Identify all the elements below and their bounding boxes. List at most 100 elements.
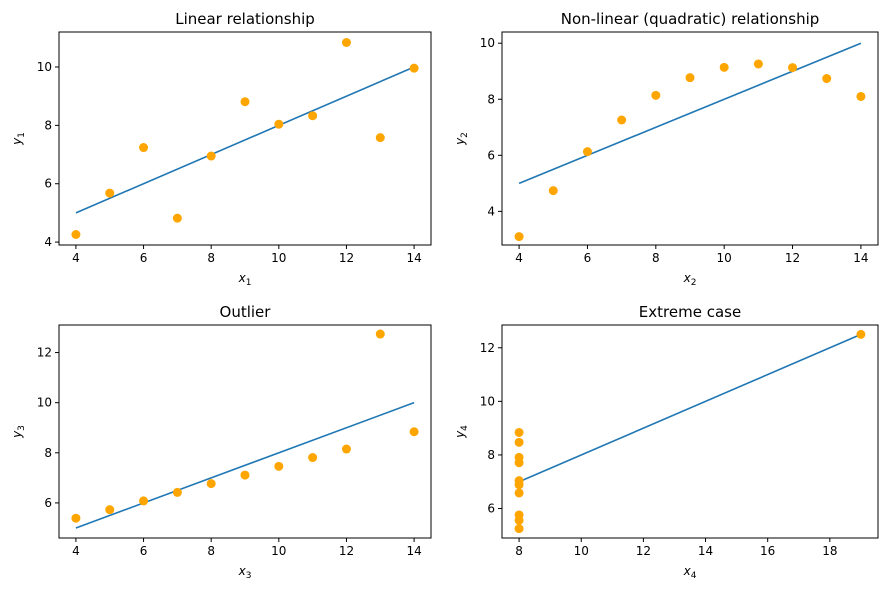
x-tick-label: 4 bbox=[515, 251, 523, 265]
data-point bbox=[206, 151, 216, 161]
y-tick-label: 10 bbox=[37, 396, 52, 410]
y-tick-label: 12 bbox=[37, 346, 52, 360]
data-point bbox=[409, 63, 419, 73]
axes-frame bbox=[58, 324, 432, 539]
y-tick-label: 8 bbox=[487, 92, 495, 106]
x-tick-label: 10 bbox=[271, 544, 286, 558]
data-point bbox=[71, 229, 81, 239]
x-tick-label: 16 bbox=[760, 544, 775, 558]
x-axis-label-base: x bbox=[683, 564, 692, 578]
data-point bbox=[514, 232, 524, 242]
y-tick-label: 10 bbox=[37, 60, 52, 74]
data-point bbox=[375, 329, 385, 339]
data-point bbox=[685, 73, 695, 83]
x-tick-label: 12 bbox=[339, 544, 354, 558]
x-tick-label: 4 bbox=[72, 251, 80, 265]
y-tick-label: 6 bbox=[44, 496, 52, 510]
y-axis-label: y1 bbox=[10, 132, 27, 146]
data-point bbox=[514, 524, 524, 534]
data-point bbox=[514, 488, 524, 498]
data-point bbox=[308, 111, 318, 121]
data-point bbox=[105, 188, 115, 198]
data-point bbox=[341, 38, 351, 48]
axes-frame bbox=[501, 324, 879, 539]
x-tick-label: 8 bbox=[652, 251, 660, 265]
x-tick-label: 8 bbox=[515, 544, 523, 558]
y-tick-label: 8 bbox=[487, 448, 495, 462]
data-point bbox=[308, 453, 318, 463]
x-axis-label-subscript: 2 bbox=[691, 278, 697, 288]
fit-line bbox=[518, 42, 862, 185]
data-point bbox=[514, 452, 524, 462]
x-tick-label: 14 bbox=[406, 544, 421, 558]
x-axis-label-base: x bbox=[238, 271, 247, 285]
data-point bbox=[856, 329, 866, 339]
y-tick-label: 4 bbox=[44, 235, 52, 249]
data-point bbox=[651, 90, 661, 100]
data-point bbox=[139, 496, 149, 506]
x-tick-label: 10 bbox=[574, 544, 589, 558]
y-axis-label: y3 bbox=[10, 425, 27, 439]
x-axis-label-base: x bbox=[683, 271, 692, 285]
x-tick-label: 10 bbox=[717, 251, 732, 265]
x-axis-label: x3 bbox=[238, 564, 252, 581]
x-axis-label-subscript: 1 bbox=[246, 278, 252, 288]
x-tick-label: 6 bbox=[584, 251, 592, 265]
y-axis-label-subscript: 3 bbox=[17, 425, 27, 431]
y-axis-label-subscript: 2 bbox=[460, 132, 470, 138]
y-axis-label-base: y bbox=[10, 430, 24, 439]
data-point bbox=[788, 63, 798, 73]
data-point bbox=[409, 427, 419, 437]
subplot-title: Linear relationship bbox=[175, 10, 315, 28]
y-axis-label: y2 bbox=[453, 132, 470, 146]
y-tick-label: 10 bbox=[480, 36, 495, 50]
x-tick-label: 12 bbox=[785, 251, 800, 265]
x-tick-label: 8 bbox=[207, 544, 215, 558]
data-point bbox=[822, 74, 832, 84]
data-point bbox=[139, 143, 149, 153]
y-axis-label-base: y bbox=[10, 137, 24, 146]
data-point bbox=[71, 513, 81, 523]
x-axis-label-subscript: 3 bbox=[246, 571, 252, 581]
x-axis-label: x2 bbox=[683, 271, 697, 288]
y-tick-label: 6 bbox=[487, 502, 495, 516]
data-point bbox=[753, 59, 763, 69]
y-axis-label-base: y bbox=[453, 137, 467, 146]
x-tick-label: 18 bbox=[822, 544, 837, 558]
data-point bbox=[514, 437, 524, 447]
data-point bbox=[341, 444, 351, 454]
y-tick-label: 6 bbox=[44, 177, 52, 191]
x-tick-label: 14 bbox=[698, 544, 713, 558]
data-point bbox=[617, 115, 627, 125]
y-tick-label: 12 bbox=[480, 341, 495, 355]
y-tick-label: 4 bbox=[487, 204, 495, 218]
x-tick-label: 12 bbox=[339, 251, 354, 265]
subplot-title: Extreme case bbox=[639, 303, 741, 321]
data-point bbox=[274, 461, 284, 471]
fit-line bbox=[518, 333, 862, 483]
x-tick-label: 6 bbox=[140, 544, 148, 558]
x-tick-label: 10 bbox=[271, 251, 286, 265]
x-tick-label: 14 bbox=[406, 251, 421, 265]
data-point bbox=[514, 427, 524, 437]
data-point bbox=[719, 62, 729, 72]
y-tick-label: 10 bbox=[480, 394, 495, 408]
x-tick-label: 6 bbox=[140, 251, 148, 265]
data-point bbox=[240, 470, 250, 480]
data-point bbox=[582, 147, 592, 157]
subplot-non-linear-quadratic-relationship: Non-linear (quadratic) relationship x2 y… bbox=[453, 10, 879, 288]
y-tick-label: 6 bbox=[487, 148, 495, 162]
x-tick-label: 14 bbox=[853, 251, 868, 265]
data-point bbox=[514, 480, 524, 490]
y-axis-label-base: y bbox=[453, 430, 467, 439]
y-axis-label-subscript: 1 bbox=[17, 132, 27, 138]
data-point bbox=[240, 97, 250, 107]
fit-line bbox=[75, 66, 415, 214]
data-point bbox=[274, 119, 284, 129]
data-point bbox=[856, 91, 866, 101]
